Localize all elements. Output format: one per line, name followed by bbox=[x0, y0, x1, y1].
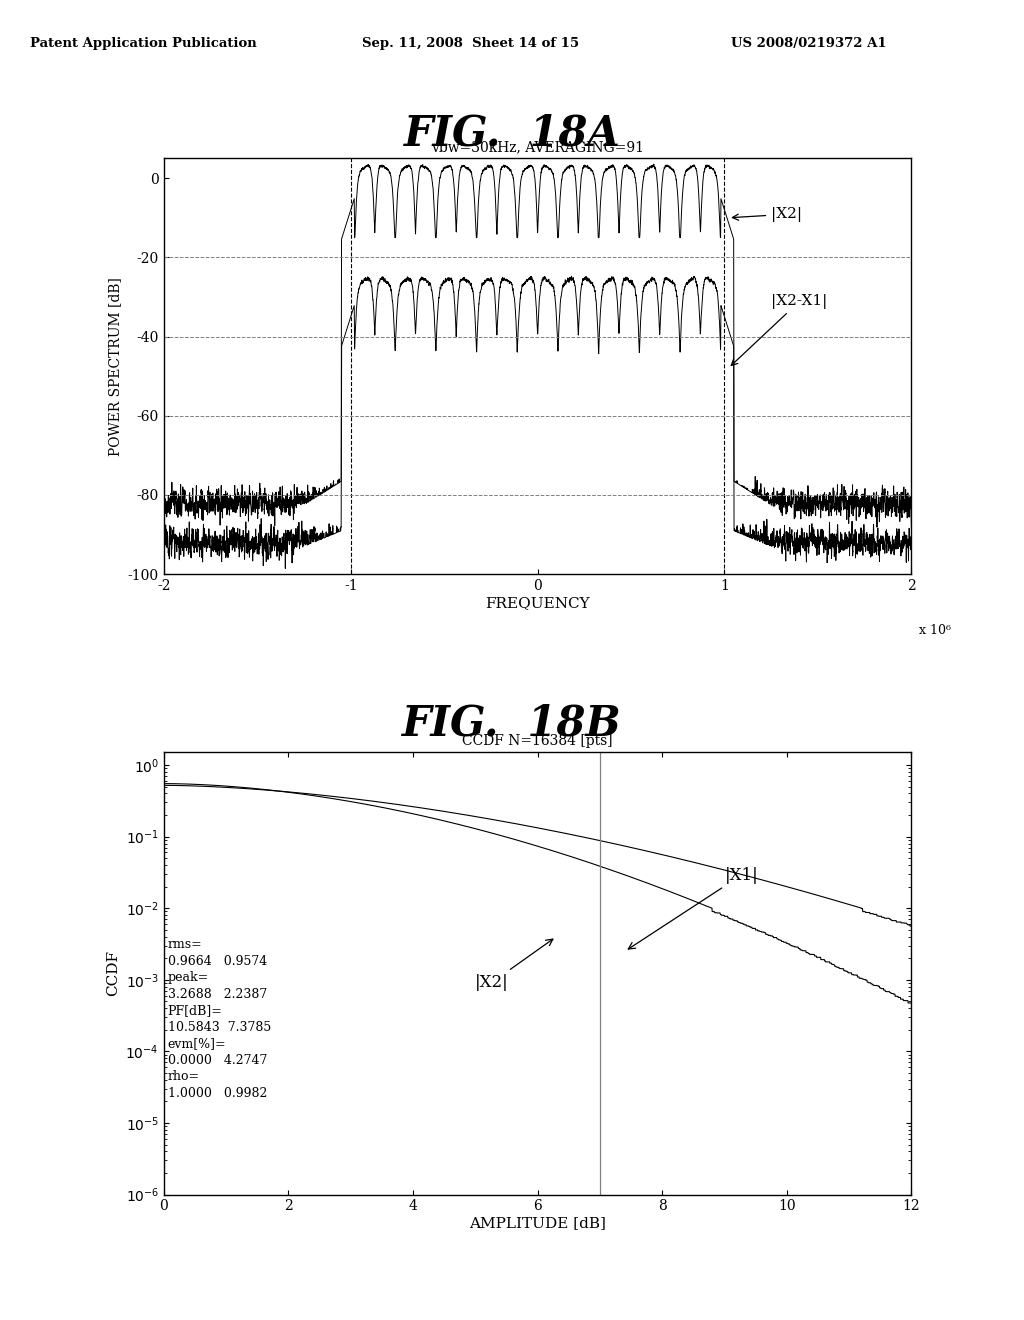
Y-axis label: CCDF: CCDF bbox=[105, 950, 120, 997]
Text: FIG.  18A: FIG. 18A bbox=[403, 112, 621, 154]
Text: |X2|: |X2| bbox=[475, 939, 553, 991]
Text: |X2|: |X2| bbox=[732, 207, 803, 222]
Text: |X2-X1|: |X2-X1| bbox=[731, 294, 827, 366]
Text: Patent Application Publication: Patent Application Publication bbox=[30, 37, 257, 50]
Text: US 2008/0219372 A1: US 2008/0219372 A1 bbox=[731, 37, 887, 50]
Text: FIG.  18B: FIG. 18B bbox=[402, 702, 622, 744]
Text: x 10⁶: x 10⁶ bbox=[919, 624, 951, 638]
Y-axis label: POWER SPECTRUM [dB]: POWER SPECTRUM [dB] bbox=[109, 277, 122, 455]
Title: vbw=30kHz, AVERAGING=91: vbw=30kHz, AVERAGING=91 bbox=[431, 140, 644, 154]
Title: CCDF N=16384 [pts]: CCDF N=16384 [pts] bbox=[462, 734, 613, 748]
X-axis label: FREQUENCY: FREQUENCY bbox=[485, 595, 590, 610]
Text: Sep. 11, 2008  Sheet 14 of 15: Sep. 11, 2008 Sheet 14 of 15 bbox=[362, 37, 580, 50]
X-axis label: AMPLITUDE [dB]: AMPLITUDE [dB] bbox=[469, 1216, 606, 1230]
Text: rms=
0.9664   0.9574
peak=
3.2688   2.2387
PF[dB]=
10.5843  7.3785
evm[%]=
0.000: rms= 0.9664 0.9574 peak= 3.2688 2.2387 P… bbox=[168, 939, 270, 1100]
Text: |X1|: |X1| bbox=[629, 867, 758, 949]
